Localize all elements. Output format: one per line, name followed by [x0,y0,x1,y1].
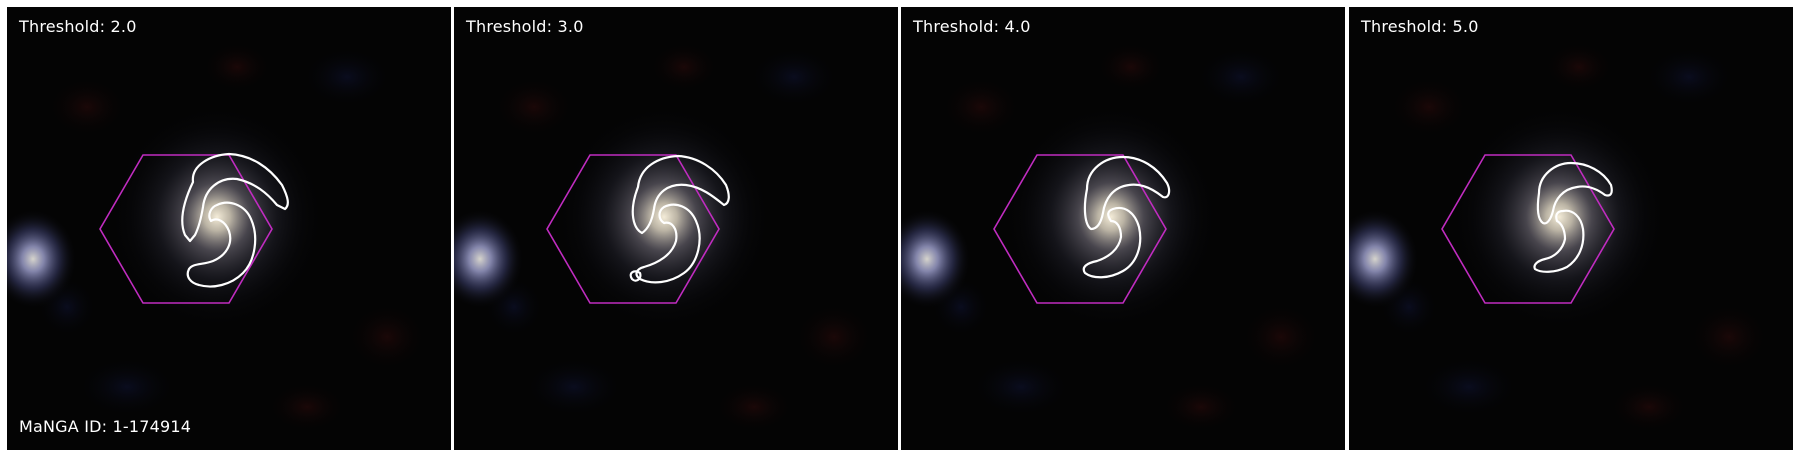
galaxy-image [7,7,451,450]
spiral-contour [629,203,701,284]
panel-threshold-3: Threshold: 3.0 [454,7,898,450]
threshold-label: Threshold: 4.0 [913,17,1031,36]
galaxy-image [901,7,1345,450]
spiral-contour [181,152,289,243]
spiral-contour [1083,155,1171,231]
spiral-contour [631,154,730,235]
panel-threshold-4: Threshold: 4.0 [901,7,1345,450]
spiral-contour [1533,209,1585,273]
manga-id-label: MaNGA ID: 1-174914 [19,417,192,436]
panel-threshold-5: Threshold: 5.0 [1349,7,1793,450]
panel-threshold-2: Threshold: 2.0 MaNGA ID: 1-174914 [7,7,451,450]
galaxy-image [454,7,898,450]
threshold-label: Threshold: 5.0 [1361,17,1479,36]
threshold-label: Threshold: 2.0 [19,17,137,36]
spiral-contour [1082,206,1142,279]
spiral-contour [186,201,257,288]
threshold-label: Threshold: 3.0 [466,17,584,36]
spiral-contour [1536,161,1613,225]
galaxy-image [1349,7,1793,450]
